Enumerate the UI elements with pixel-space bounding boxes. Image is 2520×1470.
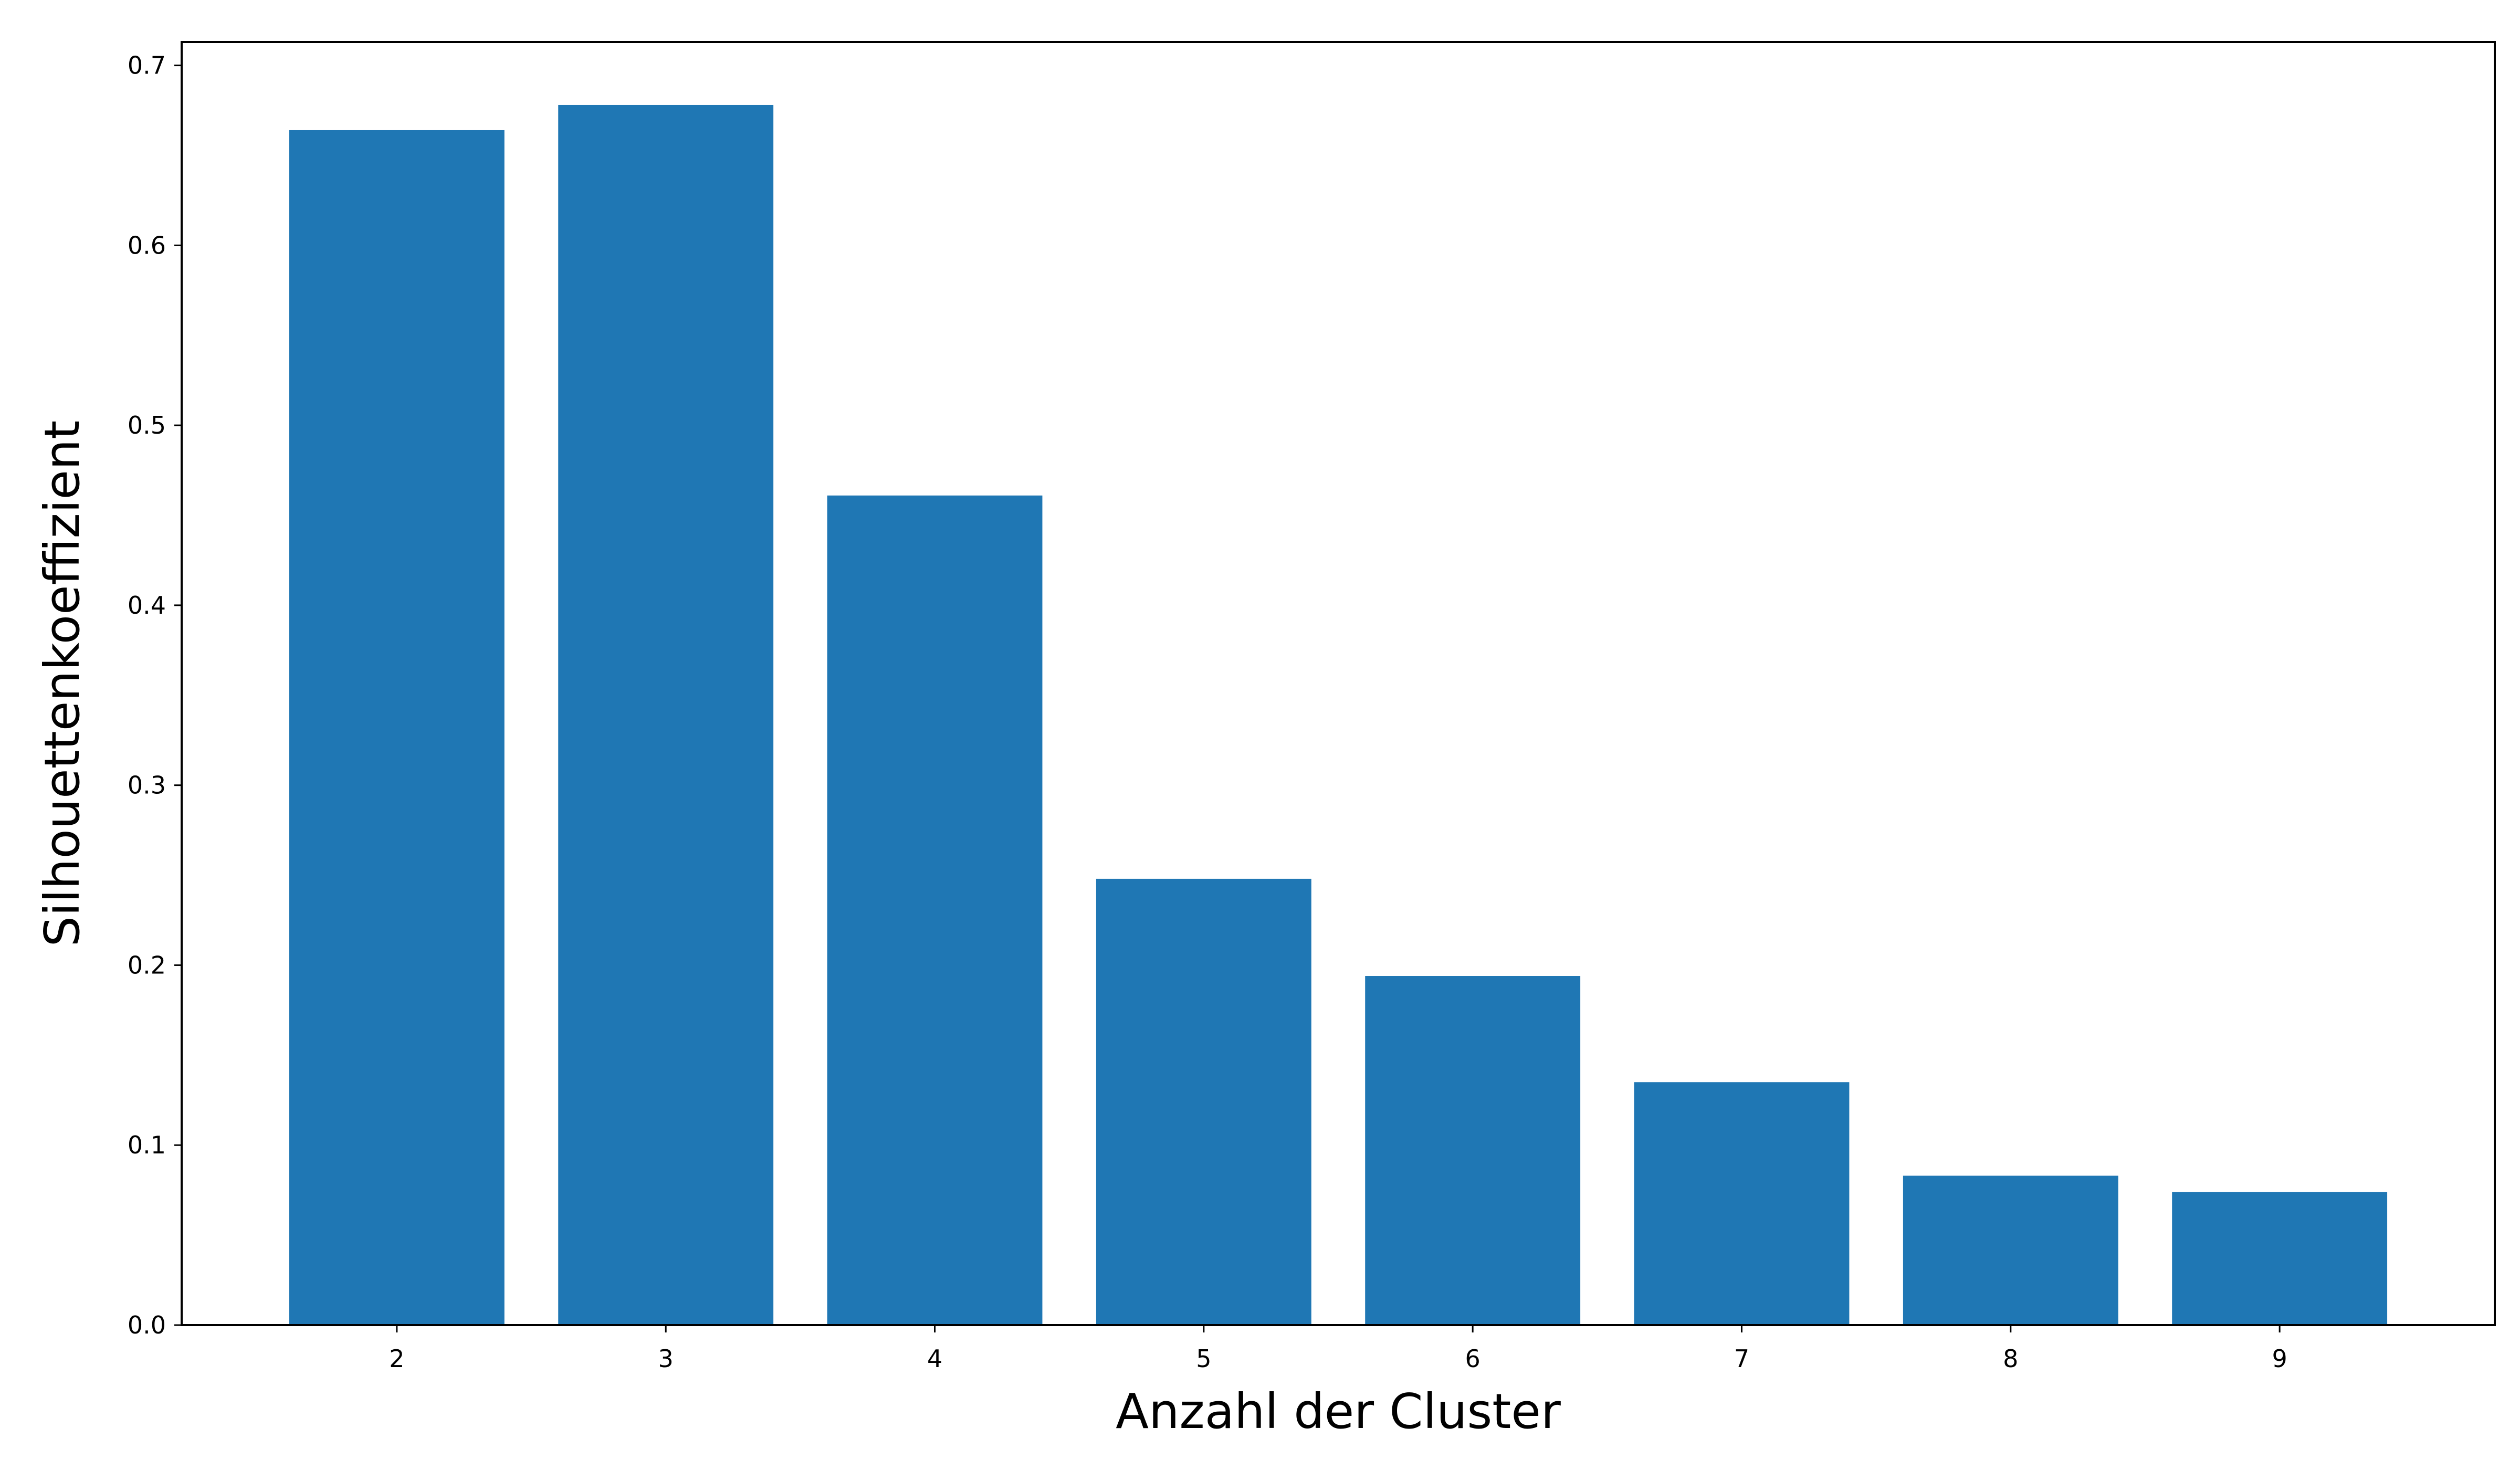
x-tick-label-5: 5	[1196, 1345, 1211, 1373]
y-tick-label-0.1: 0.1	[128, 1131, 166, 1159]
x-tick-label-9: 9	[2272, 1345, 2287, 1373]
y-tick-label-0.7: 0.7	[128, 51, 166, 80]
bar-3	[558, 104, 774, 1326]
x-tick-label-4: 4	[927, 1345, 942, 1373]
x-tick-label-6: 6	[1465, 1345, 1480, 1373]
y-tick-label-0.0: 0.0	[128, 1311, 166, 1339]
x-tick-label-7: 7	[1734, 1345, 1749, 1373]
y-axis-title: Silhouettenkoeffizient	[34, 421, 90, 947]
y-axis-ticks: 0.0 0.1 0.2 0.3 0.4 0.5 0.6 0.7	[128, 51, 182, 1339]
y-tick-label-0.5: 0.5	[128, 411, 166, 439]
bar-6	[1365, 976, 1581, 1325]
bar-4	[827, 495, 1043, 1325]
bar-8	[1903, 1175, 2118, 1325]
x-tick-label-3: 3	[658, 1345, 674, 1373]
bar-9	[2172, 1192, 2388, 1325]
y-tick-label-0.3: 0.3	[128, 771, 166, 800]
bar-5	[1096, 878, 1311, 1325]
y-tick-label-0.2: 0.2	[128, 951, 166, 979]
y-tick-label-0.6: 0.6	[128, 231, 166, 259]
bar-7	[1634, 1082, 1850, 1325]
bar-2	[289, 130, 505, 1326]
plot-area-frame	[181, 41, 2496, 1326]
x-tick-label-8: 8	[2003, 1345, 2018, 1373]
x-axis-ticks: 2 3 4 5 6 7 8 9	[389, 1325, 2287, 1373]
x-axis-title: Anzahl der Cluster	[1116, 1383, 1561, 1440]
bars-group	[289, 104, 2388, 1326]
x-tick-label-2: 2	[389, 1345, 404, 1373]
y-tick-label-0.4: 0.4	[128, 591, 166, 620]
